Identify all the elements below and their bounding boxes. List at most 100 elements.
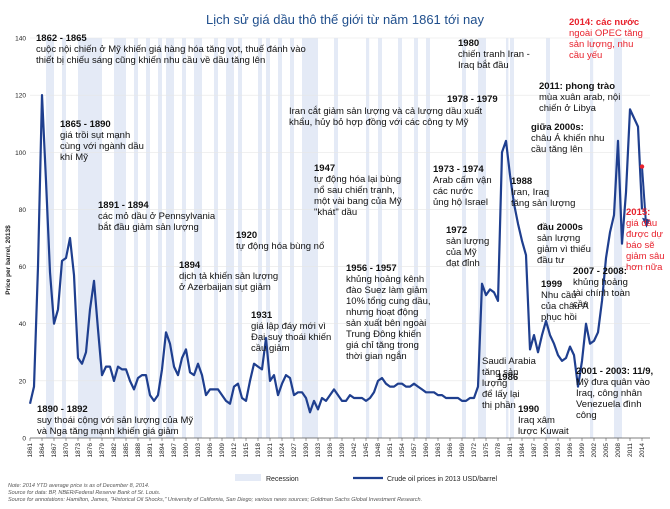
annotation-r2015: 2015: giá dầu được dự báo sẽ giảm sâu hơn nữa bbox=[626, 207, 665, 273]
x-tick-label: 1990 bbox=[543, 443, 550, 458]
y-tick-label: 0 bbox=[22, 436, 26, 443]
oil-price-line bbox=[28, 93, 644, 414]
legend: Recession Crude oil prices in 2013 USD/b… bbox=[235, 474, 498, 483]
annotation-line: khí Mỹ bbox=[60, 152, 88, 163]
recession-band bbox=[114, 38, 126, 438]
annotation-line: giữa 2000s: bbox=[531, 122, 584, 133]
x-axis-ticks: 1861 1864 1867 1870 1873 1876 1879 1882 1885 1888… bbox=[27, 438, 646, 457]
annotation-line: chiến ở Libya bbox=[539, 103, 597, 114]
annotation-line: của châu Á bbox=[541, 301, 589, 312]
annotation-line: giá trồi sụt mạnh bbox=[60, 130, 130, 141]
recession-band bbox=[194, 38, 202, 438]
recession-band bbox=[546, 38, 550, 438]
legend-recession-swatch bbox=[235, 474, 261, 481]
x-tick-label: 1867 bbox=[51, 443, 58, 458]
annotation-a1894: 1894 dịch tả khiến sản lượng ở Azerbaijan … bbox=[179, 260, 278, 293]
annotation-line: nhưng hoạt động bbox=[346, 307, 418, 318]
x-tick-label: 1891 bbox=[147, 443, 154, 458]
price-series bbox=[28, 93, 650, 414]
recession-band bbox=[378, 38, 382, 438]
recession-band bbox=[166, 38, 174, 438]
y-tick-label: 20 bbox=[19, 378, 27, 385]
annotation-line: tăng sản lượng bbox=[511, 198, 575, 209]
x-tick-label: 2008 bbox=[615, 443, 622, 458]
legend-recession-label: Recession bbox=[266, 476, 299, 483]
x-tick-label: 1903 bbox=[195, 443, 202, 458]
annotation-line: Iran, Iraq bbox=[511, 187, 549, 198]
recession-band bbox=[146, 38, 150, 438]
annotation-line: 2011: phong trào bbox=[539, 81, 615, 92]
recession-band bbox=[366, 38, 370, 438]
recession-band bbox=[62, 38, 66, 438]
x-tick-label: 1978 bbox=[495, 443, 502, 458]
annotation-a1986: 1986 bbox=[497, 372, 518, 383]
y-tick-label: 40 bbox=[19, 321, 27, 328]
annotation-a1978: 1978 - 1979 bbox=[447, 94, 498, 105]
x-tick-label: 1939 bbox=[339, 443, 346, 458]
y-tick-label: 140 bbox=[15, 36, 26, 43]
annotation-line: tự động hóa bùng nổ bbox=[236, 241, 324, 252]
annotation-line: giảm sâu bbox=[626, 251, 665, 262]
annotation-line: tăng sản bbox=[482, 367, 518, 378]
x-tick-label: 1942 bbox=[351, 443, 358, 458]
annotation-line: và Nga tăng mạnh khiến giá giảm bbox=[37, 426, 179, 437]
annotation-line: giá dầu bbox=[626, 218, 657, 229]
annotation-line: 1865 - 1890 bbox=[60, 119, 111, 130]
annotation-line: thời gian ngắn bbox=[346, 351, 407, 362]
x-tick-label: 1873 bbox=[75, 443, 82, 458]
annotation-aIran: Iran cắt giảm sản lượng và cả lượng dầu … bbox=[289, 106, 482, 128]
annotation-line: 1986 bbox=[497, 372, 518, 383]
chart-title: Lịch sử giá dầu thô thế giới từ năm 1861… bbox=[206, 12, 485, 27]
annotation-line: đầu 2000s bbox=[537, 222, 583, 233]
annotation-line: 1978 - 1979 bbox=[447, 94, 498, 105]
recession-band bbox=[302, 38, 318, 438]
recession-band bbox=[334, 38, 338, 438]
annotation-line: nổ sau chiến tranh, bbox=[314, 185, 395, 196]
x-tick-label: 1912 bbox=[231, 443, 238, 458]
annotation-line: cuộc nội chiến ở Mỹ khiến giá hàng hóa t… bbox=[36, 44, 306, 55]
annotation-line: "khát" dầu bbox=[314, 207, 357, 218]
annotation-line: Mỹ đưa quân vào bbox=[576, 377, 650, 388]
annotation-a1972: 1972 sản lượng của Mỹ đạt đỉnh bbox=[446, 225, 489, 269]
annotation-a1862: 1862 - 1865 cuộc nội chiến ở Mỹ khiến giá… bbox=[36, 33, 306, 66]
x-tick-label: 1882 bbox=[111, 443, 118, 458]
x-tick-label: 1885 bbox=[123, 443, 130, 458]
x-tick-label: 1915 bbox=[243, 443, 250, 458]
annotation-line: 1890 - 1892 bbox=[37, 404, 88, 415]
annotations: 1862 - 1865 cuộc nội chiến ở Mỹ khiến giá… bbox=[36, 17, 665, 437]
annotation-line: 2014: các nước bbox=[569, 17, 639, 28]
annotation-line: 2007 - 2008: bbox=[573, 266, 627, 277]
recession-band bbox=[462, 38, 466, 438]
annotation-line: chiến tranh Iran - bbox=[458, 49, 530, 60]
annotation-line: cầu yếu bbox=[569, 50, 602, 61]
x-tick-label: 1900 bbox=[183, 443, 190, 458]
y-axis-ticks: 0 20 40 60 80 100 120 140 bbox=[15, 36, 26, 443]
recession-band bbox=[134, 38, 138, 438]
x-tick-label: 1987 bbox=[531, 443, 538, 458]
annotation-line: thị phần bbox=[482, 400, 516, 411]
recession-band bbox=[398, 38, 402, 438]
annotation-line: thiết bị chiếu sáng cũng khiến nhu cầu v… bbox=[36, 55, 265, 66]
annotation-line: Venezuela đình bbox=[576, 399, 642, 410]
x-tick-label: 1879 bbox=[99, 443, 106, 458]
annotation-line: khủng hoảng bbox=[573, 277, 628, 288]
forecast-line bbox=[641, 166, 647, 224]
x-tick-label: 1933 bbox=[315, 443, 322, 458]
x-tick-label: 1948 bbox=[375, 443, 382, 458]
x-tick-label: 1924 bbox=[279, 443, 286, 458]
annotation-line: ở Azerbaijan sụt giảm bbox=[179, 282, 271, 293]
y-tick-label: 60 bbox=[19, 264, 27, 271]
x-tick-label: 1864 bbox=[39, 443, 46, 458]
annotation-line: Nhu cầu bbox=[541, 290, 576, 301]
x-tick-label: 1870 bbox=[63, 443, 70, 458]
y-tick-label: 80 bbox=[19, 207, 27, 214]
x-tick-label: 1996 bbox=[567, 443, 574, 458]
x-tick-label: 1984 bbox=[519, 443, 526, 458]
x-tick-label: 1894 bbox=[159, 443, 166, 458]
annotation-line: dịch tả khiến sản lượng bbox=[179, 271, 278, 282]
annotation-line: đầu tư bbox=[537, 255, 565, 266]
annotation-line: Iraq bắt đầu bbox=[458, 60, 509, 71]
annotation-r2014: 2014: các nước ngoài OPEC tăng sản lượng, … bbox=[569, 17, 643, 61]
